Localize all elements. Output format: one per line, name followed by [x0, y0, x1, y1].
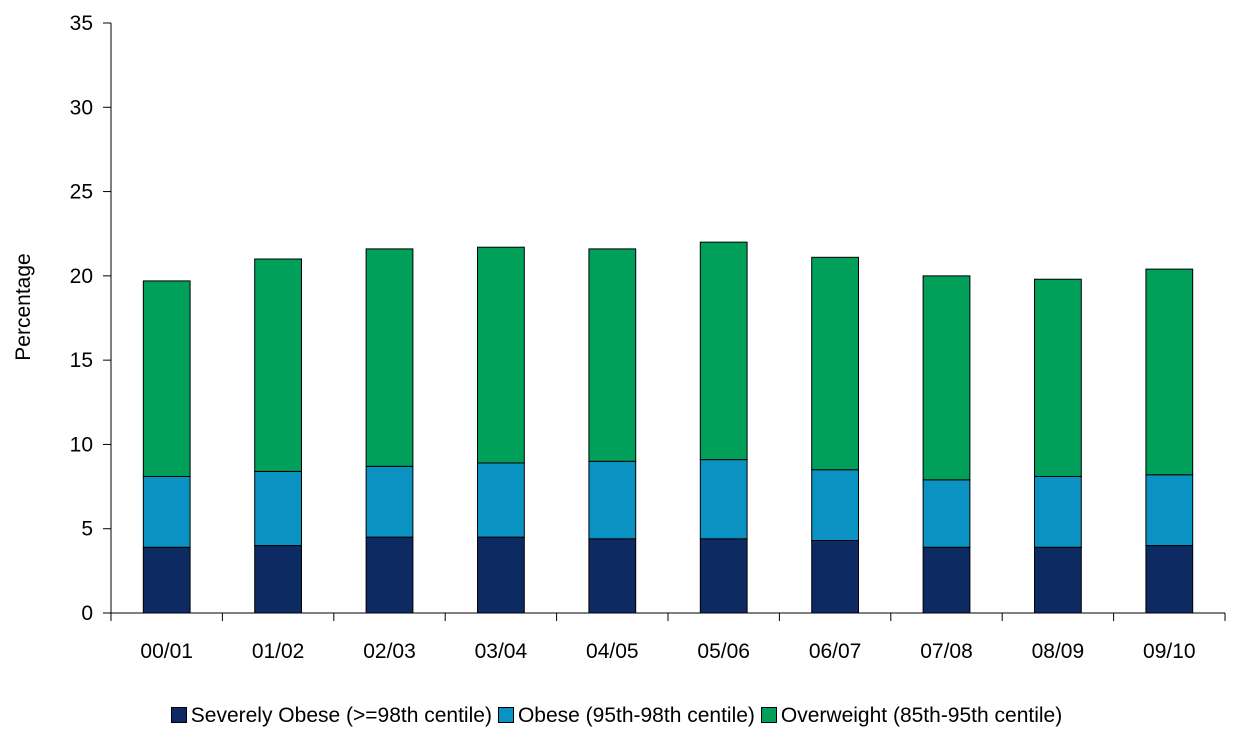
bars — [142, 241, 1194, 614]
bar-segment-series-2 — [922, 479, 971, 548]
y-axis-label: Percentage — [12, 253, 35, 360]
x-tick-label: 00/01 — [140, 640, 193, 663]
x-tick-label: 02/03 — [363, 640, 416, 663]
x-tick-label: 07/08 — [920, 640, 973, 663]
bar-segment-series-1 — [365, 536, 414, 614]
x-tick-label: 08/09 — [1032, 640, 1085, 663]
legend-swatch — [497, 707, 514, 723]
bar-segment-series-3 — [477, 246, 525, 464]
bar-segment-series-1 — [254, 545, 303, 614]
chart-plot: Percentage 0 5 10 15 20 25 30 35 00/01 01/02 02/03… — [12, 12, 1226, 663]
bar-segment-series-2 — [1145, 474, 1194, 547]
x-tick-label: 01/02 — [252, 640, 305, 663]
x-tick-label: 03/04 — [475, 640, 528, 663]
bar-segment-series-3 — [1034, 278, 1082, 477]
bar-segment-series-1 — [811, 540, 860, 614]
legend-label: Overweight (85th-95th centile) — [780, 704, 1063, 727]
legend-item: Severely Obese (>=98th centile) — [170, 704, 492, 728]
y-tick-label: 20 — [70, 265, 93, 288]
bar-segment-series-1 — [1145, 545, 1194, 614]
bar-segment-series-2 — [1034, 475, 1082, 548]
x-tick-label: 06/07 — [809, 640, 862, 663]
bar-segment-series-2 — [699, 459, 748, 540]
legend-swatch — [760, 707, 777, 723]
bar-segment-series-1 — [922, 546, 971, 614]
y-tick-label: 15 — [70, 349, 93, 372]
x-tick-label: 05/06 — [697, 640, 750, 663]
x-tick-label: 09/10 — [1143, 640, 1196, 663]
bar-segment-series-1 — [588, 538, 637, 614]
y-tick-label: 30 — [70, 96, 93, 119]
bar-segment-series-3 — [142, 280, 191, 477]
bar-segment-series-2 — [365, 465, 414, 538]
bar-segment-series-2 — [142, 475, 191, 548]
x-tick-label: 04/05 — [586, 640, 639, 663]
bar-segment-series-1 — [477, 536, 525, 614]
bar-segment-series-2 — [254, 470, 303, 547]
y-tick-label: 0 — [81, 602, 93, 625]
legend: Severely Obese (>=98th centile) Obese (95… — [0, 704, 1233, 728]
bar-segment-series-3 — [1145, 268, 1194, 476]
legend-label: Obese (95th-98th centile) — [517, 704, 755, 727]
bar-segment-series-3 — [699, 241, 748, 461]
legend-item: Overweight (85th-95th centile) — [760, 704, 1063, 728]
axes: 0 5 10 15 20 25 30 35 00/01 01/02 02/03 03/04 04/05 0… — [70, 12, 1226, 663]
bar-segment-series-3 — [365, 248, 414, 467]
y-tick-label: 5 — [81, 518, 93, 541]
bar-segment-series-3 — [922, 275, 971, 481]
bar-segment-series-1 — [1034, 546, 1082, 614]
legend-label: Severely Obese (>=98th centile) — [190, 704, 492, 727]
y-tick-label: 10 — [70, 433, 93, 456]
bar-segment-series-3 — [811, 256, 860, 471]
bar-segment-series-3 — [588, 248, 637, 462]
bar-segment-series-1 — [699, 538, 748, 614]
bar-segment-series-2 — [588, 460, 637, 540]
legend-item: Obese (95th-98th centile) — [497, 704, 755, 728]
bar-segment-series-2 — [811, 469, 860, 542]
bar-segment-series-2 — [477, 462, 525, 538]
bar-segment-series-1 — [142, 546, 191, 614]
y-tick-label: 35 — [70, 12, 93, 35]
legend-swatch — [170, 707, 187, 723]
bar-segment-series-3 — [254, 258, 303, 472]
y-tick-label: 25 — [70, 181, 93, 204]
